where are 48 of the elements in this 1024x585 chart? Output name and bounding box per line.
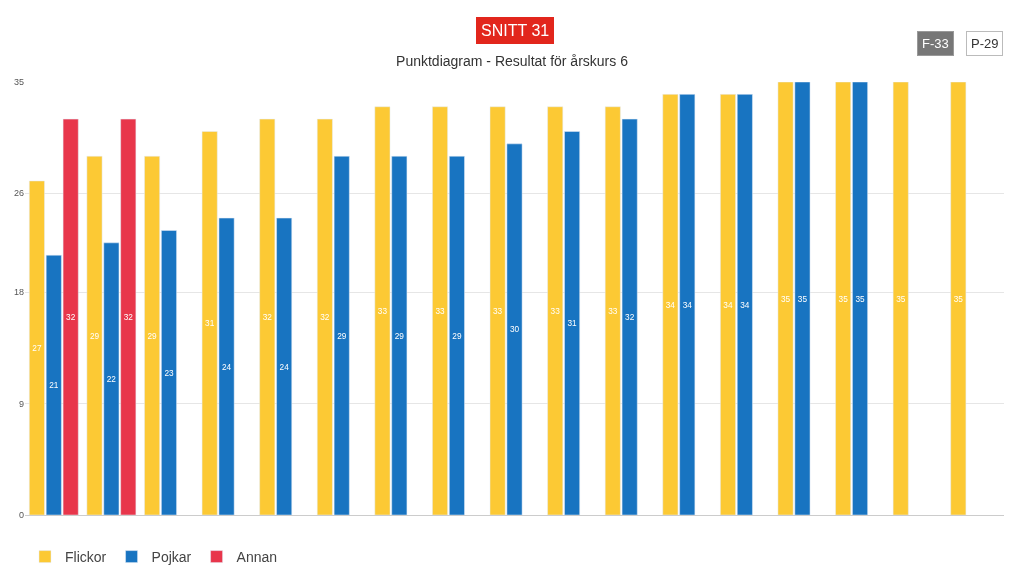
data-label: 32 — [66, 313, 76, 323]
legend-label: Annan — [236, 549, 278, 566]
data-label: 31 — [567, 319, 578, 329]
data-label: 29 — [452, 331, 462, 341]
data-label: 35 — [896, 294, 906, 304]
data-label: 22 — [106, 374, 117, 384]
data-label: 27 — [32, 343, 42, 353]
data-label: 32 — [123, 313, 134, 323]
y-tick-label: 9 — [18, 398, 24, 409]
data-label: 33 — [377, 306, 388, 316]
data-label: 35 — [838, 294, 849, 304]
data-label: 30 — [509, 325, 520, 335]
data-label: 32 — [320, 313, 330, 323]
y-tick-label: 0 — [18, 510, 24, 521]
data-label: 29 — [147, 331, 158, 341]
data-label: 24 — [279, 362, 290, 372]
data-label: 23 — [164, 368, 174, 378]
bar — [892, 82, 909, 515]
data-label: 34 — [723, 300, 733, 310]
data-label: 35 — [953, 294, 964, 304]
data-label: 33 — [550, 306, 561, 316]
bar — [950, 82, 967, 515]
data-label: 34 — [740, 300, 750, 310]
data-label: 33 — [493, 306, 503, 316]
data-label: 29 — [394, 331, 405, 341]
data-label: 35 — [780, 294, 791, 304]
legend-label: Flickor — [65, 549, 107, 566]
data-label: 29 — [89, 331, 100, 341]
data-label: 32 — [625, 313, 635, 323]
data-label: 31 — [205, 319, 215, 329]
data-label: 34 — [665, 300, 676, 310]
y-tick-label: 26 — [13, 188, 24, 199]
data-label: 34 — [682, 300, 693, 310]
data-label: 21 — [49, 381, 59, 391]
data-label: 33 — [608, 306, 618, 316]
data-label: 24 — [221, 362, 232, 372]
y-tick-label: 18 — [13, 287, 24, 298]
data-label: 32 — [262, 313, 273, 323]
data-label: 35 — [855, 294, 866, 304]
data-label: 29 — [337, 331, 347, 341]
text: F-33 — [922, 36, 949, 51]
data-label: 33 — [435, 306, 446, 316]
text: P-29 — [971, 36, 999, 51]
data-label: 35 — [797, 294, 808, 304]
y-tick-label: 35 — [13, 77, 24, 88]
chart-title: Punktdiagram - Resultat för årskurs 6 — [396, 53, 629, 70]
text: SNITT 31 — [481, 22, 550, 39]
legend-label: Pojkar — [151, 549, 192, 566]
